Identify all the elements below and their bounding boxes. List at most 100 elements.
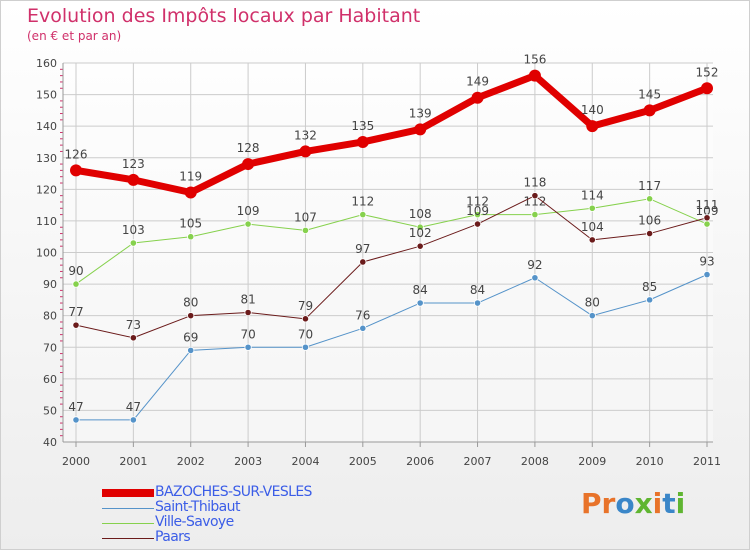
y-tick-label: 140 bbox=[36, 120, 57, 133]
legend-swatch-bazoches bbox=[102, 489, 154, 497]
data-label: 76 bbox=[355, 308, 370, 322]
legend-label-saint-thibaut: Saint-Thibaut bbox=[155, 499, 240, 515]
legend-label-ville-savoye: Ville-Savoye bbox=[155, 514, 234, 530]
y-tick-label: 40 bbox=[43, 436, 57, 449]
data-point bbox=[528, 69, 541, 82]
data-point bbox=[588, 236, 596, 244]
data-point bbox=[586, 120, 599, 133]
x-tick-label: 2010 bbox=[636, 455, 664, 468]
data-point bbox=[299, 145, 312, 158]
data-point bbox=[473, 299, 482, 307]
data-label: 90 bbox=[68, 264, 83, 278]
x-tick-label: 2002 bbox=[177, 455, 205, 468]
data-point bbox=[129, 416, 137, 424]
data-point bbox=[473, 211, 482, 219]
data-label: 126 bbox=[65, 147, 88, 161]
data-point bbox=[531, 192, 539, 200]
data-point bbox=[414, 123, 427, 136]
series-line bbox=[75, 274, 708, 421]
data-label: 80 bbox=[183, 296, 198, 310]
data-label: 112 bbox=[466, 195, 489, 209]
legend-swatch-paars bbox=[102, 538, 154, 539]
data-label: 106 bbox=[638, 214, 661, 228]
data-point bbox=[244, 220, 252, 228]
data-label: 85 bbox=[642, 280, 657, 294]
data-point bbox=[703, 271, 711, 279]
data-label: 73 bbox=[126, 318, 141, 332]
chart-subtitle: (en € et par an) bbox=[27, 29, 122, 43]
data-label: 108 bbox=[409, 207, 432, 221]
x-tick-label: 2003 bbox=[234, 455, 262, 468]
data-point bbox=[416, 299, 424, 307]
series-line bbox=[72, 72, 711, 196]
data-label: 97 bbox=[355, 242, 370, 256]
y-tick-label: 100 bbox=[36, 247, 57, 260]
data-label: 70 bbox=[298, 327, 313, 341]
data-point bbox=[187, 312, 195, 320]
data-label: 70 bbox=[240, 327, 255, 341]
data-point bbox=[244, 343, 252, 351]
series-paars: 77 73 80 81 79 97 102 109 118 104 106 111 bbox=[68, 176, 718, 342]
data-label: 80 bbox=[585, 296, 600, 310]
data-point bbox=[701, 82, 713, 95]
data-label: 109 bbox=[466, 204, 489, 218]
logo-letter: x bbox=[634, 487, 653, 520]
legend-swatch-saint-thibaut bbox=[102, 508, 154, 509]
data-point bbox=[187, 233, 195, 241]
data-label: 123 bbox=[122, 157, 145, 171]
x-tick-label: 2007 bbox=[464, 455, 492, 468]
logo-letter: i bbox=[675, 487, 686, 520]
data-point bbox=[359, 258, 367, 266]
legend-label-paars: Paars bbox=[155, 529, 191, 545]
y-tick-label: 80 bbox=[43, 310, 57, 323]
data-point bbox=[531, 211, 539, 219]
data-label: 149 bbox=[466, 75, 489, 89]
data-point bbox=[359, 324, 367, 332]
data-label: 103 bbox=[122, 223, 145, 237]
y-tick-label: 160 bbox=[36, 57, 57, 70]
data-point bbox=[646, 195, 654, 203]
data-label: 119 bbox=[179, 169, 202, 183]
data-label: 140 bbox=[581, 103, 604, 117]
data-label: 109 bbox=[237, 204, 260, 218]
x-tick-label: 2000 bbox=[62, 455, 90, 468]
data-point bbox=[129, 239, 137, 247]
data-label: 152 bbox=[696, 65, 719, 79]
data-point bbox=[471, 91, 484, 104]
data-point bbox=[244, 308, 252, 317]
data-label: 93 bbox=[699, 255, 714, 269]
x-tick-label: 2008 bbox=[521, 455, 549, 468]
data-point bbox=[703, 214, 711, 222]
y-tick-label: 70 bbox=[43, 341, 57, 354]
data-point bbox=[70, 164, 82, 177]
data-label: 117 bbox=[638, 179, 661, 193]
data-label: 81 bbox=[240, 293, 255, 307]
series-line bbox=[75, 195, 708, 339]
data-label: 104 bbox=[581, 220, 604, 234]
y-tick-label: 130 bbox=[36, 152, 57, 165]
data-point bbox=[531, 274, 539, 282]
x-tick-label: 2011 bbox=[693, 455, 721, 468]
data-label: 109 bbox=[696, 204, 719, 218]
data-label: 132 bbox=[294, 128, 317, 142]
data-label: 145 bbox=[638, 87, 661, 101]
data-point bbox=[72, 280, 80, 288]
y-tick-label: 60 bbox=[43, 373, 57, 386]
data-point bbox=[646, 229, 654, 238]
data-point bbox=[643, 104, 656, 117]
data-point bbox=[301, 315, 310, 323]
proxiti-logo: Proxiti bbox=[581, 487, 685, 520]
data-point bbox=[646, 296, 654, 304]
data-point bbox=[184, 186, 197, 199]
data-label: 105 bbox=[179, 217, 202, 231]
data-point bbox=[416, 223, 424, 231]
data-label: 84 bbox=[470, 283, 485, 297]
logo-letter: t bbox=[662, 487, 676, 520]
data-label: 112 bbox=[351, 195, 374, 209]
data-point bbox=[301, 226, 310, 234]
data-point bbox=[359, 211, 367, 219]
series-bazoches-sur-vesles: 126 123 119 128 132 135 139 149 156 140 145 152 bbox=[65, 53, 719, 199]
series-saint-thibaut: 47 47 69 70 70 76 84 84 92 80 85 93 bbox=[68, 255, 715, 424]
data-point bbox=[72, 416, 80, 424]
